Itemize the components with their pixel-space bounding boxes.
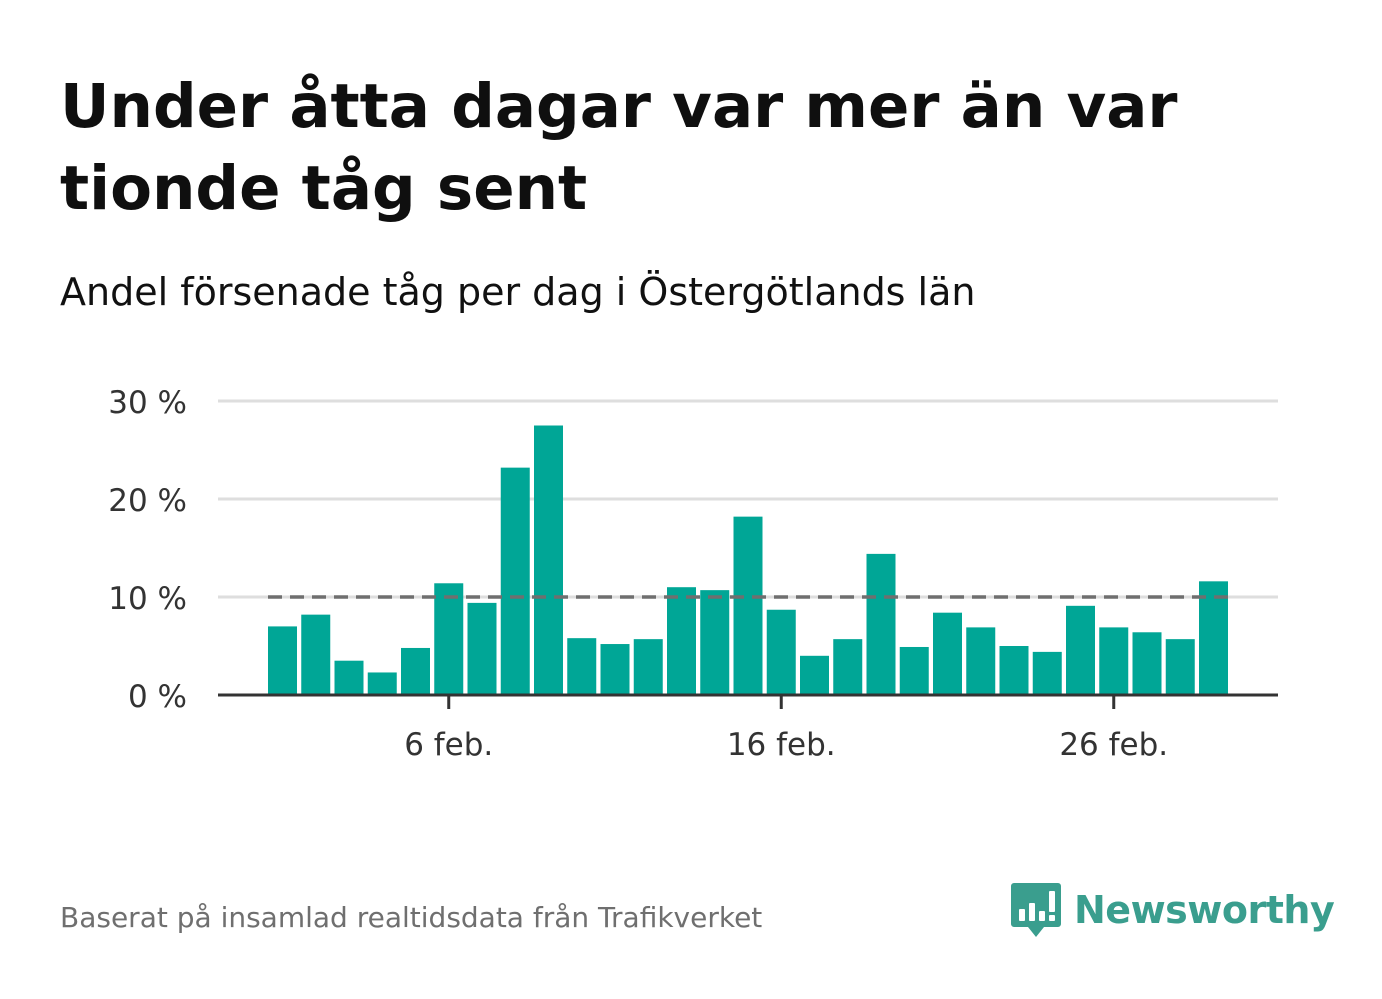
brand-logo: Newsworthy (1010, 878, 1335, 942)
y-tick-label: 20 % (108, 483, 187, 519)
bar (1165, 639, 1195, 695)
x-tick-label: 26 feb. (1059, 727, 1168, 763)
bar (800, 655, 829, 695)
bar (500, 467, 530, 695)
bar (434, 583, 464, 695)
bar (1066, 605, 1095, 695)
bar (534, 425, 563, 695)
chart-title: Under åtta dagar var mer än var tionde t… (60, 71, 1178, 224)
x-axis-labels: 6 feb. 16 feb. 26 feb. (404, 727, 1168, 763)
newsworthy-logo-icon (1011, 883, 1061, 937)
bar (268, 626, 297, 695)
bar (833, 639, 863, 695)
bar-chart: 0 % 10 % 20 % 30 % 6 feb. 16 feb. 26 feb. (108, 385, 1278, 763)
bar (866, 553, 896, 695)
bar (966, 627, 996, 695)
bar (1132, 632, 1162, 695)
bar (1099, 627, 1129, 695)
bar (700, 590, 730, 695)
x-axis (218, 693, 1278, 709)
bar (999, 646, 1029, 695)
bar (1032, 651, 1062, 695)
bar (633, 639, 663, 695)
y-tick-label: 0 % (128, 679, 187, 715)
bar (1199, 581, 1228, 695)
bar (600, 644, 630, 695)
bar (301, 614, 331, 695)
source-note: Baserat på insamlad realtidsdata från Tr… (60, 901, 763, 934)
bar (733, 516, 763, 695)
bars (268, 425, 1228, 695)
bar (401, 647, 430, 695)
y-tick-label: 10 % (108, 581, 187, 617)
brand-name: Newsworthy (1074, 888, 1335, 932)
y-tick-label: 30 % (108, 385, 187, 421)
bar (367, 672, 397, 695)
bar (933, 612, 962, 695)
chart-subtitle: Andel försenade tåg per dag i Östergötla… (60, 270, 976, 314)
x-tick-label: 16 feb. (727, 727, 836, 763)
bar (467, 602, 497, 695)
bar (567, 638, 597, 695)
x-tick-label: 6 feb. (404, 727, 493, 763)
bar (766, 609, 796, 695)
y-axis-labels: 0 % 10 % 20 % 30 % (108, 385, 187, 715)
bar (899, 646, 929, 695)
bar (667, 587, 696, 695)
bar (334, 660, 364, 695)
